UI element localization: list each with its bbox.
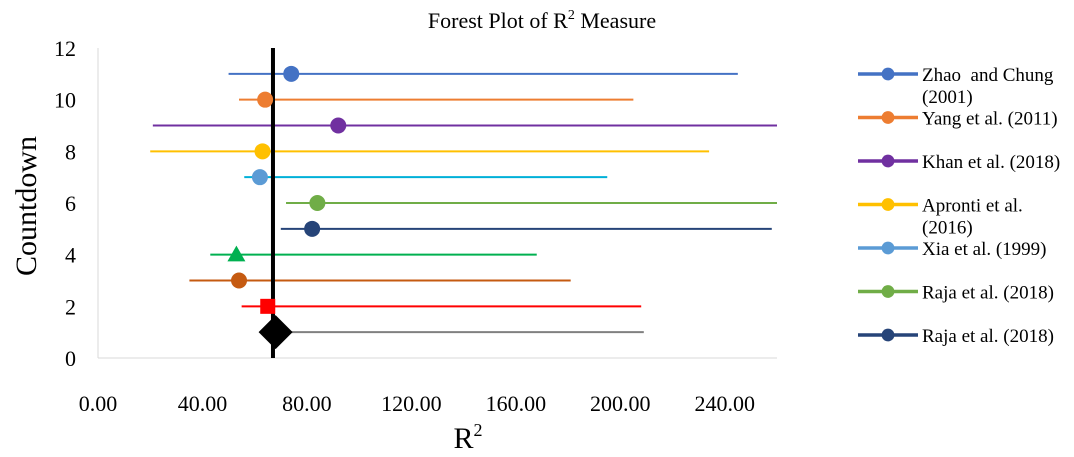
legend-label: Zhao and Chung (2001) [922, 65, 1054, 108]
legend-label: Yang et al. (2011) [922, 109, 1058, 130]
point-marker [257, 91, 274, 108]
chart-title: Forest Plot of R2 Measure [428, 8, 656, 33]
point-marker [330, 117, 347, 134]
legend-item: Zhao and Chung (2001) [858, 65, 1054, 108]
point-marker [254, 143, 271, 160]
legend-item: Khan et al. (2018) [858, 152, 1060, 173]
legend-item: Xia et al. (1999) [858, 239, 1047, 260]
legend-item: Raja et al. (2018) [858, 283, 1054, 304]
y-tick-label: 8 [65, 139, 76, 164]
x-tick-label: 160.00 [486, 391, 547, 416]
legend-item: Apronti et al. (2016) [858, 196, 1023, 239]
legend-label: Apronti et al. (2016) [922, 196, 1023, 239]
point-marker [881, 285, 895, 298]
confidence-intervals [150, 72, 777, 334]
legend-label: Xia et al. (1999) [922, 239, 1047, 260]
legend-label: Raja et al. (2018) [922, 283, 1054, 304]
y-axis-label: Countdown [10, 136, 43, 276]
x-axis-label: R2 [453, 420, 482, 455]
point-marker [881, 241, 895, 255]
x-tick-label: 0.00 [79, 391, 118, 416]
y-tick-label: 2 [65, 294, 76, 319]
x-tick-label: 200.00 [590, 391, 651, 416]
point-marker [231, 272, 248, 289]
y-tick-label: 4 [65, 243, 76, 268]
point-marker [260, 298, 276, 314]
y-tick-label: 0 [65, 346, 76, 371]
point-marker [881, 111, 895, 124]
point-marker [881, 154, 895, 168]
axes [97, 48, 777, 359]
point-marker [881, 67, 895, 81]
point-marker [304, 220, 321, 237]
legend-item: Yang et al. (2011) [858, 109, 1058, 130]
y-tick-labels: 0 2 4 6 8 10 12 [54, 36, 76, 371]
point-marker [881, 328, 895, 342]
legend: Zhao and Chung (2001)Yang et al. (2011) Kh… [858, 65, 1060, 347]
point-marker [251, 169, 268, 186]
y-tick-label: 12 [54, 36, 76, 61]
legend-label: Khan et al. (2018) [922, 152, 1060, 173]
point-marker [227, 245, 246, 262]
x-tick-label: 40.00 [178, 391, 228, 416]
point-marker [881, 198, 895, 211]
legend-item: Raja et al. (2018) [858, 326, 1054, 347]
legend-label: Raja et al. (2018) [922, 326, 1054, 347]
y-tick-label: 10 [54, 88, 76, 113]
point-estimates [227, 65, 347, 350]
x-tick-label: 240.00 [695, 391, 756, 416]
point-marker [283, 65, 300, 82]
point-marker [309, 195, 326, 211]
x-tick-label: 120.00 [381, 391, 442, 416]
x-tick-labels: 0.00 40.00 80.00 120.00 160.00 200.00 240.00 [79, 391, 755, 416]
y-tick-label: 6 [65, 191, 76, 216]
point-marker [258, 315, 293, 350]
x-tick-label: 80.00 [282, 391, 332, 416]
